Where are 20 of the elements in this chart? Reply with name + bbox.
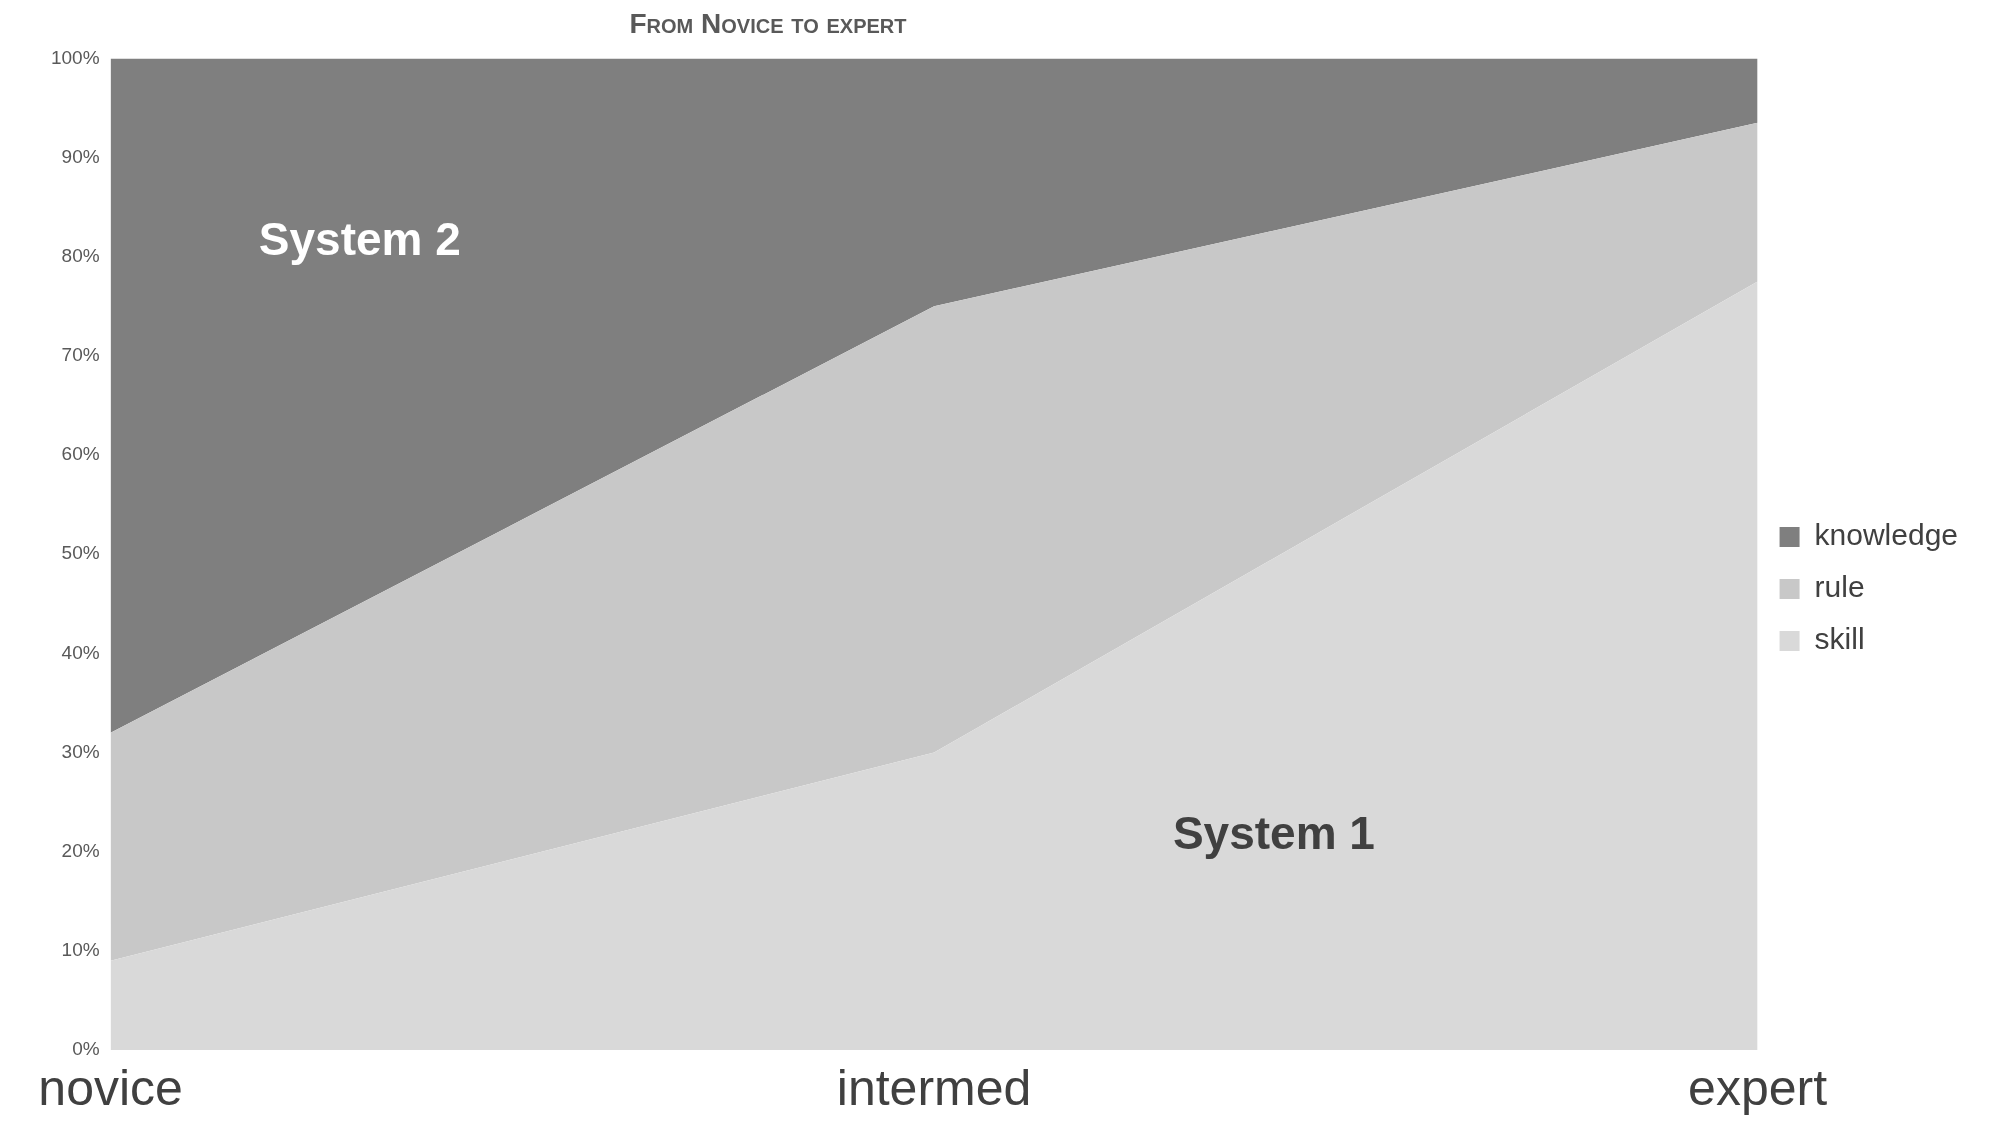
x-tick-label: intermed [836, 1059, 1032, 1116]
y-tick-label: 40% [61, 641, 100, 663]
y-tick-label: 90% [61, 145, 100, 167]
y-tick-label: 80% [61, 244, 100, 266]
annotation: System 1 [1172, 807, 1375, 860]
y-tick-label: 50% [61, 542, 100, 564]
legend-label: knowledge [1814, 518, 1958, 552]
y-tick-label: 10% [61, 939, 100, 961]
y-tick-label: 0% [72, 1038, 100, 1060]
y-tick-label: 70% [61, 344, 100, 366]
annotation: System 2 [258, 212, 461, 265]
y-tick-label: 20% [61, 839, 100, 861]
y-tick-label: 60% [61, 443, 100, 465]
x-tick-label: expert [1688, 1059, 1828, 1116]
y-tick-label: 100% [50, 46, 100, 68]
legend-label: rule [1814, 570, 1865, 604]
y-tick-label: 30% [61, 740, 100, 762]
x-tick-label: novice [38, 1059, 183, 1116]
chart-title: From Novice to expert [628, 8, 908, 40]
legend-label: skill [1814, 622, 1865, 656]
